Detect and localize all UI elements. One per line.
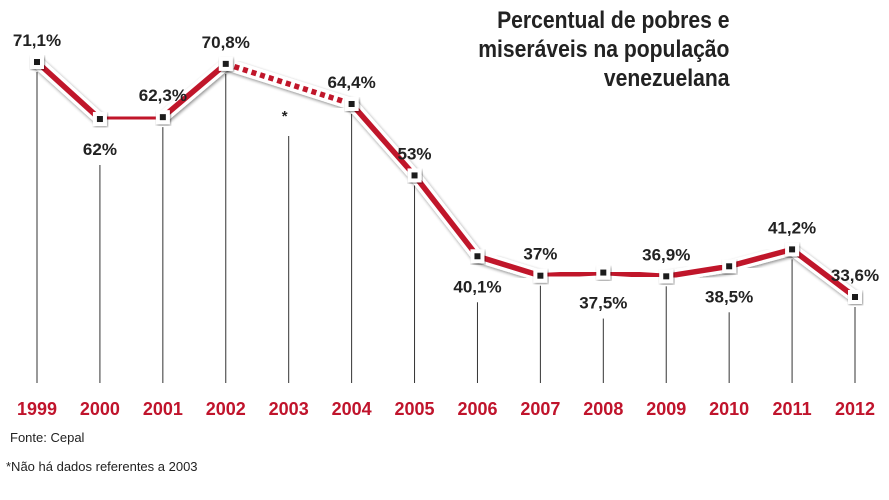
chart-title: Percentual de pobres e miseráveis na pop… <box>478 6 729 93</box>
line-segment-2009-2010 <box>660 260 736 283</box>
marker-2006 <box>470 249 485 264</box>
marker-1999 <box>30 55 44 69</box>
value-labels: 71,1% 62% 62,3% 70,8% * 64,4% 53% 40,1% 37% 37,5%… <box>13 31 879 313</box>
line-segment-2001-2002 <box>156 57 232 124</box>
x-axis-labels: 1999 2000 2001 2002 2003 2004 2005 2006 2007 2008… <box>17 399 875 419</box>
data-label-2001: 62,3% <box>139 86 187 105</box>
segment <box>540 269 604 279</box>
data-label-2004: 64,4% <box>328 73 376 92</box>
marker-dot <box>726 263 733 270</box>
marker-2010 <box>722 259 737 274</box>
segment <box>412 173 480 258</box>
x-tick-label-2002: 2002 <box>206 399 246 419</box>
missing-data-asterisk: * <box>282 108 288 125</box>
data-label-2000: 62% <box>83 140 117 159</box>
x-tick-label-2009: 2009 <box>646 399 686 419</box>
line-segment-2002-2004 <box>219 57 358 110</box>
line-segment-2005-2006 <box>408 169 484 263</box>
x-tick-label-2003: 2003 <box>269 399 309 419</box>
segment <box>99 114 163 122</box>
marker-dot <box>348 100 355 107</box>
x-tick-label-2001: 2001 <box>143 399 183 419</box>
marker-dot <box>474 253 481 260</box>
segment <box>476 253 542 279</box>
segment <box>349 102 417 178</box>
data-label-2009: 36,9% <box>642 245 690 264</box>
source-note: Fonte: Cepal <box>10 430 85 445</box>
marker-2002 <box>218 56 233 71</box>
line-segment-2007-2008 <box>534 266 610 282</box>
marker-dot <box>222 60 229 67</box>
chart-title-line-1: Percentual de pobres e <box>496 7 729 34</box>
line-segment-1999-2000 <box>31 56 106 126</box>
data-label-2010: 38,5% <box>705 287 753 306</box>
marker-dot <box>411 172 418 179</box>
x-tick-label-2005: 2005 <box>395 399 435 419</box>
x-tick-label-2004: 2004 <box>332 399 372 419</box>
line-segment-2010-2011 <box>723 243 799 273</box>
segment <box>728 246 793 269</box>
segment <box>665 263 730 280</box>
segment <box>35 59 102 122</box>
x-tick-label-2012: 2012 <box>835 399 875 419</box>
line-segment-2006-2007 <box>471 250 547 282</box>
x-tick-label-1999: 1999 <box>17 399 57 419</box>
marker-2009 <box>659 269 674 284</box>
marker-2007 <box>533 268 548 283</box>
segment <box>161 61 228 120</box>
line-segment-2011-2012 <box>786 243 861 303</box>
marker-dot <box>663 273 670 280</box>
x-tick-label-2010: 2010 <box>709 399 749 419</box>
marker-dot <box>600 269 607 276</box>
marker-2004 <box>344 96 359 111</box>
data-label-2011: 41,2% <box>768 218 816 237</box>
markers <box>30 55 862 304</box>
marker-2001 <box>155 110 170 125</box>
line-segment-2000-2001 <box>93 111 169 126</box>
data-label-1999: 71,1% <box>13 31 61 50</box>
marker-dot <box>96 116 103 123</box>
x-tick-label-2000: 2000 <box>80 399 120 419</box>
series-line <box>31 56 861 303</box>
footnote: *Não há dados referentes a 2003 <box>6 459 198 474</box>
line-segment-2008-2009 <box>597 266 673 283</box>
x-tick-label-2011: 2011 <box>773 399 812 419</box>
segment <box>603 269 667 280</box>
data-label-2012: 33,6% <box>831 266 879 285</box>
marker-2005 <box>407 168 422 183</box>
marker-2011 <box>785 242 800 257</box>
marker-dot <box>34 59 40 65</box>
marker-dot <box>789 246 796 253</box>
data-label-2005: 53% <box>398 144 432 163</box>
segment <box>790 247 857 300</box>
data-label-2002: 70,8% <box>202 33 250 52</box>
marker-dot <box>537 272 544 279</box>
x-tick-label-2008: 2008 <box>583 399 623 419</box>
line-segment-2004-2005 <box>345 97 421 182</box>
drop-lines <box>36 72 856 383</box>
data-label-2008: 37,5% <box>579 294 627 313</box>
x-tick-label-2006: 2006 <box>457 399 497 419</box>
chart-title-line-2: miseráveis na população <box>477 36 729 63</box>
marker-2008 <box>596 265 611 280</box>
segment-dashed <box>224 61 353 107</box>
marker-dot <box>159 114 166 121</box>
marker-2012 <box>848 290 862 304</box>
marker-dot <box>852 294 858 300</box>
data-label-2007: 37% <box>523 245 557 264</box>
chart-title-line-3: venezuelana <box>603 65 729 92</box>
marker-2000 <box>92 112 107 127</box>
x-tick-label-2007: 2007 <box>520 399 560 419</box>
data-label-2006: 40,1% <box>453 277 501 296</box>
